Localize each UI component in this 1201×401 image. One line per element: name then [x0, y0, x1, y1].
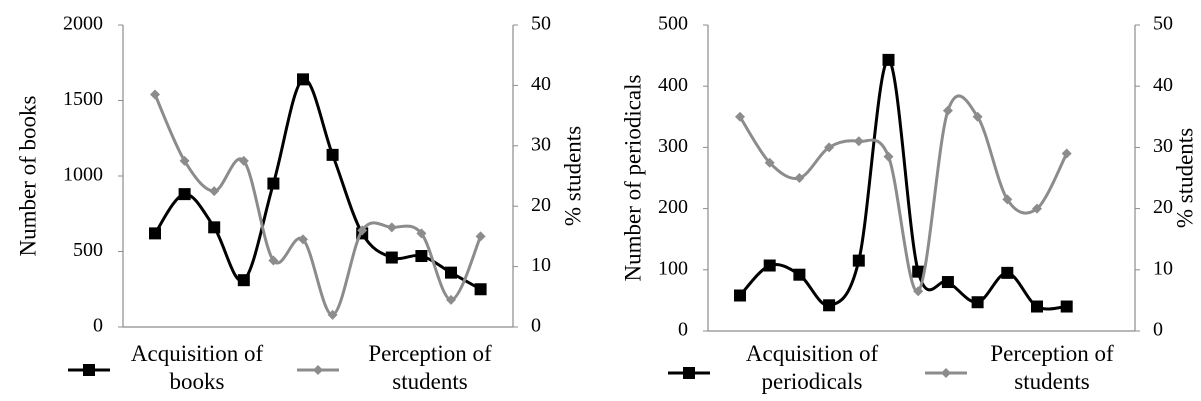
marker-diamond	[446, 294, 456, 305]
series-line	[738, 58, 1067, 311]
marker-diamond	[179, 155, 190, 166]
legend-label: Perception of students	[368, 341, 492, 394]
y2-axis-title: % students	[560, 126, 585, 226]
y2-tick-label: 10	[1153, 257, 1173, 279]
marker-diamond	[1002, 194, 1013, 205]
marker-diamond	[1032, 203, 1042, 214]
marker-square	[734, 289, 746, 302]
marker-square	[237, 274, 250, 287]
y-tick-label: 1500	[63, 88, 103, 110]
marker-diamond	[313, 365, 323, 375]
y2-tick-label: 30	[531, 133, 551, 155]
marker-square	[326, 148, 339, 161]
legend-label: Acquisition of periodicals	[745, 341, 879, 394]
y2-tick-label: 40	[1153, 74, 1173, 96]
marker-square	[445, 266, 457, 279]
y-tick-label: 500	[658, 13, 688, 35]
series-line	[153, 93, 482, 317]
marker-square	[385, 251, 398, 264]
y-tick-label: 400	[658, 74, 688, 96]
y-tick-label: 100	[658, 257, 688, 279]
marker-square	[208, 221, 221, 234]
marker-square	[941, 276, 954, 289]
marker-diamond	[735, 111, 745, 122]
marker-diamond	[268, 255, 279, 266]
series	[735, 94, 1072, 297]
marker-diamond	[913, 286, 924, 297]
marker-square	[178, 188, 191, 201]
y2-tick-label: 40	[531, 73, 551, 95]
y2-tick-label: 30	[1153, 135, 1173, 157]
series	[734, 53, 1073, 313]
y-tick-label: 1000	[63, 164, 103, 186]
y2-tick-label: 10	[531, 254, 551, 276]
y2-tick-label: 20	[1153, 196, 1173, 218]
marker-square	[149, 227, 161, 240]
y2-axis-title: % students	[1172, 128, 1197, 228]
y2-tick-label: 0	[531, 315, 541, 337]
marker-square	[1031, 300, 1043, 313]
marker-square	[83, 364, 95, 376]
marker-diamond	[794, 173, 805, 183]
marker-square	[882, 53, 895, 66]
marker-diamond	[386, 222, 397, 233]
marker-diamond	[1061, 148, 1072, 159]
y2-tick-label: 0	[1153, 319, 1163, 341]
marker-square	[267, 177, 280, 190]
marker-square	[971, 296, 984, 309]
marker-square	[793, 268, 806, 281]
marker-diamond	[475, 231, 486, 242]
marker-square	[683, 367, 695, 379]
series	[150, 89, 486, 320]
marker-diamond	[941, 368, 951, 378]
marker-square	[763, 259, 776, 272]
y-tick-label: 0	[678, 319, 688, 341]
marker-square	[912, 265, 925, 278]
legend-label: Perception of students	[990, 341, 1114, 394]
marker-diamond	[853, 136, 864, 147]
y-tick-label: 500	[73, 239, 103, 261]
marker-diamond	[972, 111, 983, 122]
marker-diamond	[357, 225, 368, 236]
y-axis-title: Number of books	[15, 95, 40, 256]
y2-tick-label: 50	[1153, 13, 1173, 35]
marker-diamond	[942, 105, 953, 116]
marker-square	[1001, 266, 1014, 279]
marker-square	[297, 73, 309, 86]
marker-square	[474, 283, 487, 296]
marker-diamond	[883, 151, 894, 162]
legend-label: Acquisition of books	[130, 341, 264, 394]
marker-square	[1060, 300, 1073, 313]
marker-diamond	[327, 309, 338, 320]
marker-diamond	[416, 228, 427, 239]
y-tick-label: 2000	[63, 13, 103, 35]
y-tick-label: 300	[658, 135, 688, 157]
marker-diamond	[238, 155, 249, 166]
marker-diamond	[298, 234, 308, 245]
series	[149, 73, 487, 296]
marker-diamond	[150, 89, 160, 100]
marker-diamond	[764, 157, 775, 168]
marker-square	[852, 254, 865, 267]
y-axis-title: Number of periodicals	[620, 74, 645, 281]
marker-square	[415, 250, 428, 263]
y2-tick-label: 50	[531, 13, 551, 35]
marker-diamond	[824, 142, 835, 153]
series-line	[738, 94, 1069, 293]
y-tick-label: 0	[93, 315, 103, 337]
marker-square	[823, 299, 836, 312]
marker-diamond	[209, 186, 220, 197]
y-tick-label: 200	[658, 196, 688, 218]
y2-tick-label: 20	[531, 194, 551, 216]
